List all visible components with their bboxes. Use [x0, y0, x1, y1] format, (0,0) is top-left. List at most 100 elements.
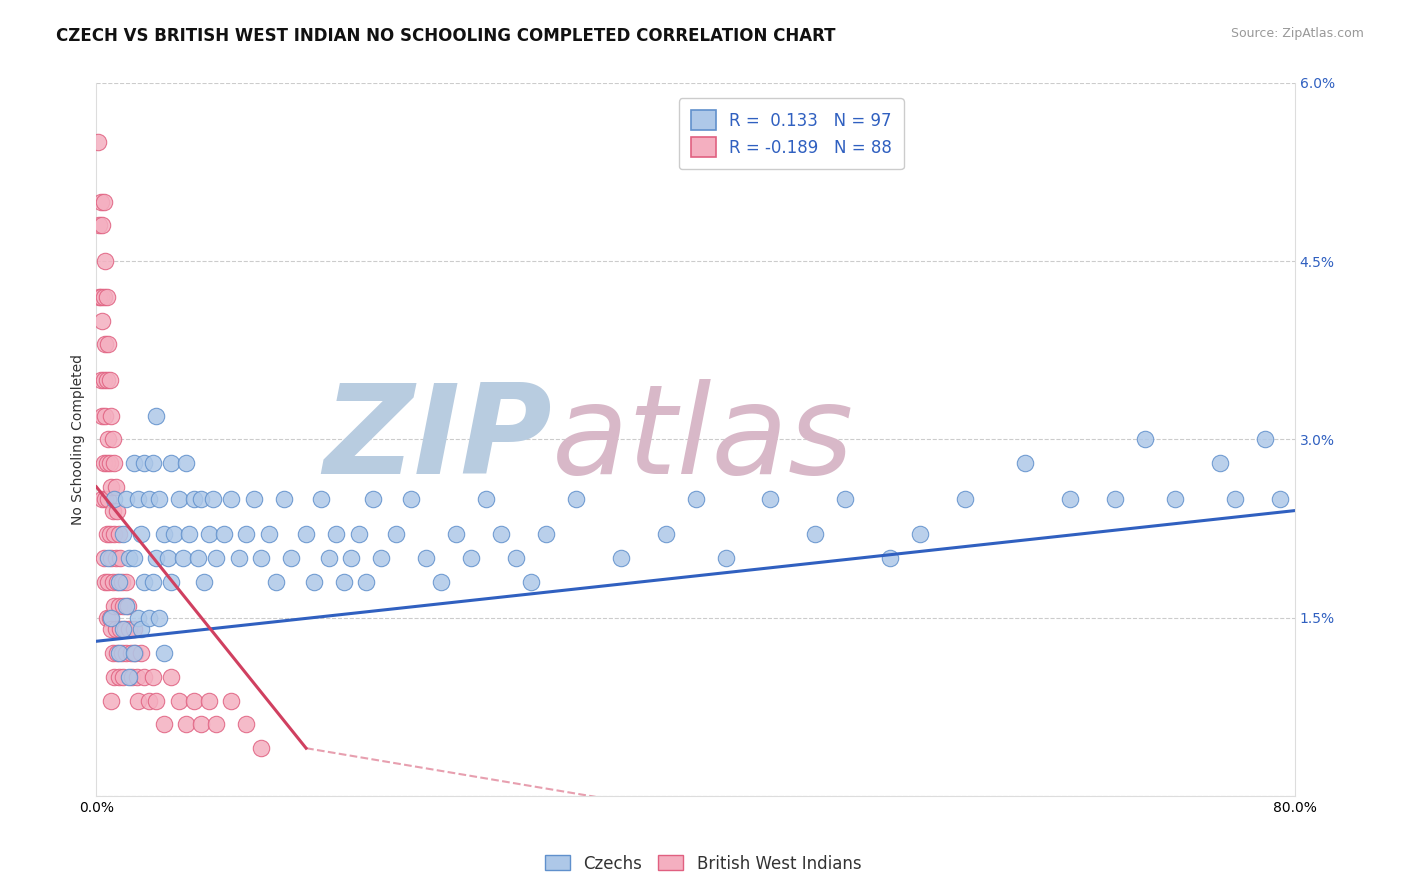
- Point: [104, 480, 127, 494]
- Point: [183, 491, 205, 506]
- Point: [145, 551, 167, 566]
- Point: [280, 551, 302, 566]
- Point: [120, 646, 142, 660]
- Point: [100, 610, 122, 624]
- Text: atlas: atlas: [551, 379, 853, 500]
- Point: [152, 646, 174, 660]
- Point: [110, 623, 132, 637]
- Point: [96, 290, 118, 304]
- Point: [142, 574, 165, 589]
- Point: [100, 693, 122, 707]
- Point: [97, 433, 120, 447]
- Point: [97, 574, 120, 589]
- Point: [127, 491, 149, 506]
- Point: [111, 574, 134, 589]
- Point: [415, 551, 437, 566]
- Point: [174, 456, 197, 470]
- Point: [94, 337, 117, 351]
- Point: [94, 491, 117, 506]
- Point: [103, 670, 125, 684]
- Point: [1133, 433, 1156, 447]
- Point: [93, 456, 115, 470]
- Point: [520, 574, 543, 589]
- Point: [91, 491, 114, 506]
- Point: [1014, 456, 1036, 470]
- Point: [97, 491, 120, 506]
- Point: [167, 491, 190, 506]
- Point: [117, 599, 139, 613]
- Point: [179, 527, 201, 541]
- Point: [172, 551, 194, 566]
- Point: [93, 194, 115, 209]
- Point: [108, 527, 131, 541]
- Point: [112, 623, 135, 637]
- Point: [257, 527, 280, 541]
- Legend: Czechs, British West Indians: Czechs, British West Indians: [538, 848, 868, 880]
- Point: [138, 610, 160, 624]
- Point: [103, 599, 125, 613]
- Point: [534, 527, 557, 541]
- Point: [104, 623, 127, 637]
- Point: [118, 551, 141, 566]
- Point: [138, 491, 160, 506]
- Point: [250, 551, 273, 566]
- Point: [129, 646, 152, 660]
- Point: [183, 693, 205, 707]
- Point: [385, 527, 408, 541]
- Point: [103, 491, 125, 506]
- Point: [347, 527, 370, 541]
- Point: [148, 610, 170, 624]
- Point: [115, 599, 138, 613]
- Point: [142, 670, 165, 684]
- Point: [96, 610, 118, 624]
- Point: [1059, 491, 1081, 506]
- Point: [399, 491, 422, 506]
- Point: [127, 693, 149, 707]
- Point: [609, 551, 631, 566]
- Point: [197, 693, 219, 707]
- Point: [152, 527, 174, 541]
- Point: [108, 599, 131, 613]
- Point: [834, 491, 856, 506]
- Point: [489, 527, 512, 541]
- Point: [205, 551, 228, 566]
- Point: [112, 599, 135, 613]
- Point: [174, 717, 197, 731]
- Point: [111, 646, 134, 660]
- Legend: R =  0.133   N = 97, R = -0.189   N = 88: R = 0.133 N = 97, R = -0.189 N = 88: [679, 98, 904, 169]
- Point: [212, 527, 235, 541]
- Point: [160, 670, 183, 684]
- Point: [91, 409, 114, 423]
- Point: [804, 527, 827, 541]
- Point: [108, 646, 131, 660]
- Point: [354, 574, 377, 589]
- Point: [219, 693, 242, 707]
- Point: [129, 527, 152, 541]
- Point: [90, 373, 112, 387]
- Point: [1268, 491, 1291, 506]
- Point: [1164, 491, 1187, 506]
- Point: [302, 574, 325, 589]
- Point: [219, 491, 242, 506]
- Point: [96, 373, 118, 387]
- Point: [105, 503, 128, 517]
- Point: [121, 670, 143, 684]
- Text: Source: ZipAtlas.com: Source: ZipAtlas.com: [1230, 27, 1364, 40]
- Point: [160, 574, 183, 589]
- Point: [1223, 491, 1246, 506]
- Point: [134, 670, 156, 684]
- Point: [295, 527, 318, 541]
- Point: [110, 551, 132, 566]
- Point: [564, 491, 586, 506]
- Point: [96, 527, 118, 541]
- Point: [205, 717, 228, 731]
- Point: [134, 456, 156, 470]
- Point: [167, 693, 190, 707]
- Point: [125, 670, 148, 684]
- Point: [127, 610, 149, 624]
- Point: [98, 527, 121, 541]
- Point: [91, 313, 114, 327]
- Point: [318, 551, 340, 566]
- Point: [685, 491, 707, 506]
- Y-axis label: No Schooling Completed: No Schooling Completed: [72, 354, 86, 524]
